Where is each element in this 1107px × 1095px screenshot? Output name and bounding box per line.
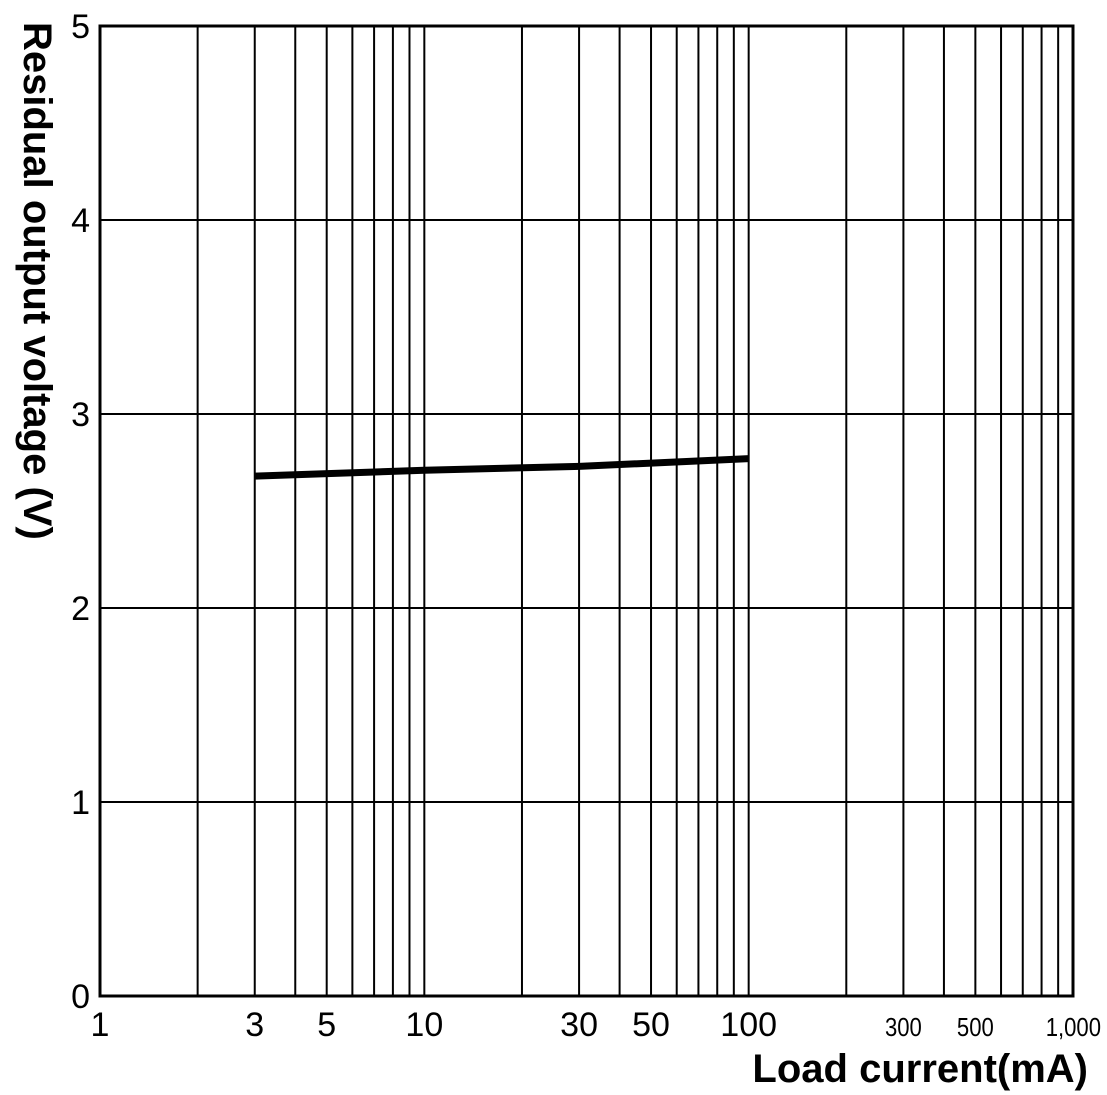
grid-lines [100,26,1073,996]
x-tick-label: 30 [560,1006,598,1044]
y-tick-label: 0 [71,978,90,1016]
plot-frame [98,24,1075,998]
x-tick-label: 5 [317,1006,336,1044]
y-axis-title: Residual output voltage (V) [15,22,59,540]
series-layer [254,455,749,480]
y-tick-label: 3 [71,396,90,434]
x-tick-label: 1 [91,1006,110,1044]
x-axis-title: Load current(mA) [752,1047,1088,1091]
x-tick-label: 1,000 [1046,1013,1101,1042]
x-tick-label: 10 [405,1006,443,1044]
x-tick-labels: 1 3 5 10 30 50 100 300 500 1,000 [91,1006,1101,1044]
y-tick-label: 2 [71,590,90,628]
x-tick-label: 100 [720,1006,777,1044]
x-tick-label: 300 [885,1013,922,1042]
y-tick-label: 4 [71,202,90,240]
y-tick-label: 1 [71,784,90,822]
x-tick-label: 3 [245,1006,264,1044]
y-tick-labels: 0 1 2 3 4 5 [71,8,90,1016]
series-line [254,455,749,480]
y-tick-label: 5 [71,8,90,46]
x-tick-label: 50 [632,1006,670,1044]
x-tick-label: 500 [957,1013,994,1042]
